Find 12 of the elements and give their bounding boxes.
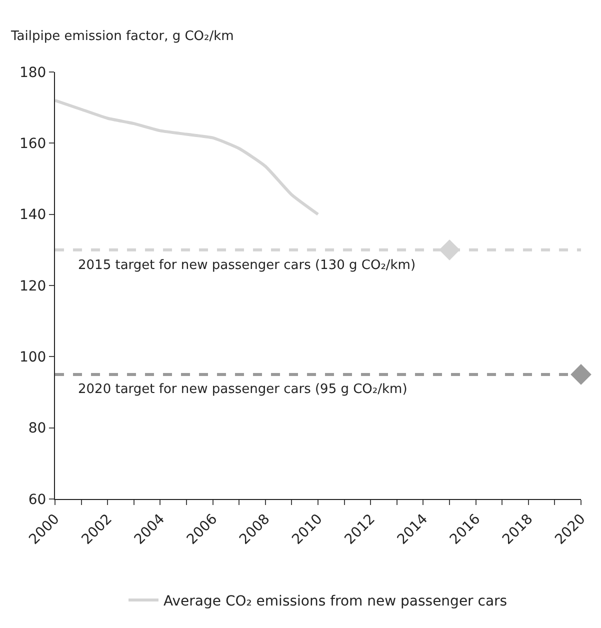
- legend-label: Average CO₂ emissions from new passenger cars: [164, 593, 508, 610]
- y-tick-label: 120: [19, 278, 46, 294]
- y-tick-label: 100: [19, 350, 46, 366]
- y-axis-title: Tailpipe emission factor, g CO₂/km: [10, 29, 234, 44]
- y-tick-label: 80: [28, 420, 46, 437]
- line-series: [55, 98, 320, 216]
- y-tick-label: 60: [28, 492, 46, 508]
- y-tick-label: 140: [19, 207, 46, 224]
- ref-line-label: 2020 target for new passenger cars (95 g CO₂/km): [78, 382, 408, 397]
- ref-line-label: 2015 target for new passenger cars (130 g CO₂/km): [78, 258, 416, 273]
- y-tick-label: 160: [19, 136, 46, 152]
- y-tick-label: 180: [19, 64, 46, 81]
